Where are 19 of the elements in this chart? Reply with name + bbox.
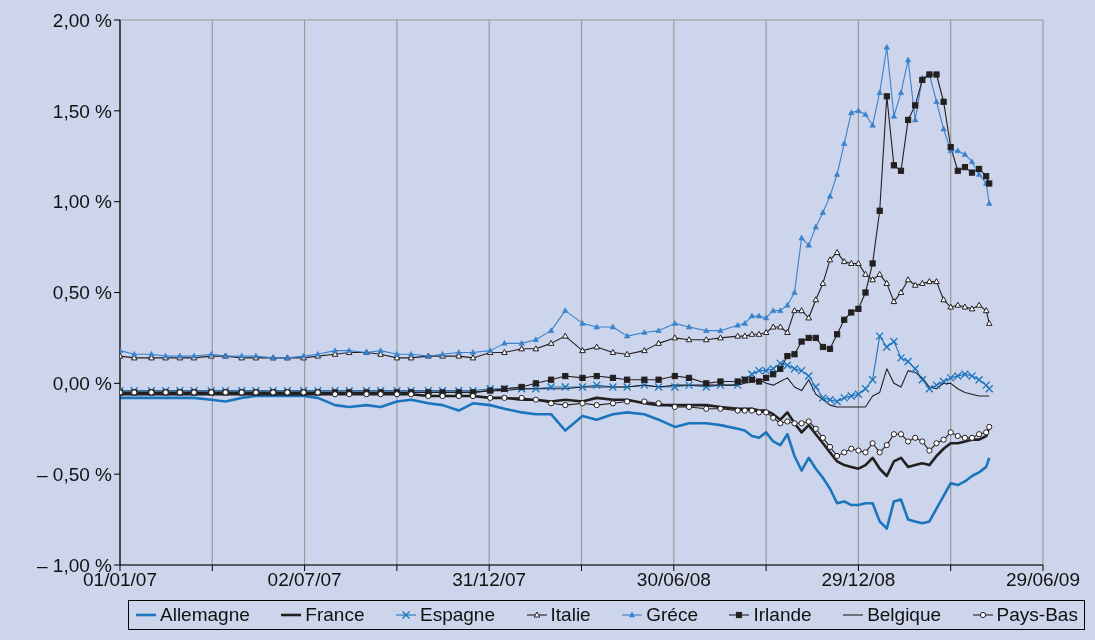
y-tick-label: 0,00 %	[52, 373, 113, 395]
x-tick-label: 29/06/09	[1006, 569, 1080, 591]
x-tick-label: 29/12/08	[821, 569, 896, 591]
x-tick-label: 30/06/08	[636, 569, 711, 591]
legend-label: Irlande	[753, 604, 812, 626]
y-tick-label: 0,50 %	[52, 282, 113, 304]
x-tick-label: 31/12/07	[452, 569, 527, 591]
legend-label: Gréce	[646, 604, 698, 626]
y-tick-label: 2,00 %	[52, 9, 113, 31]
y-tick-label: 1,00 %	[52, 191, 113, 213]
legend-label: Espagne	[419, 604, 495, 626]
y-tick-label: 1,50 %	[52, 100, 113, 122]
y-tick-label: – 0,50 %	[37, 463, 113, 485]
legend-label: France	[305, 604, 365, 626]
legend-label: Belgique	[867, 604, 942, 626]
legend-label: Italie	[550, 604, 591, 626]
legend-label: Allemagne	[160, 604, 250, 626]
legend-label: Pays-Bas	[996, 604, 1078, 626]
x-tick-label: 02/07/07	[267, 569, 342, 591]
